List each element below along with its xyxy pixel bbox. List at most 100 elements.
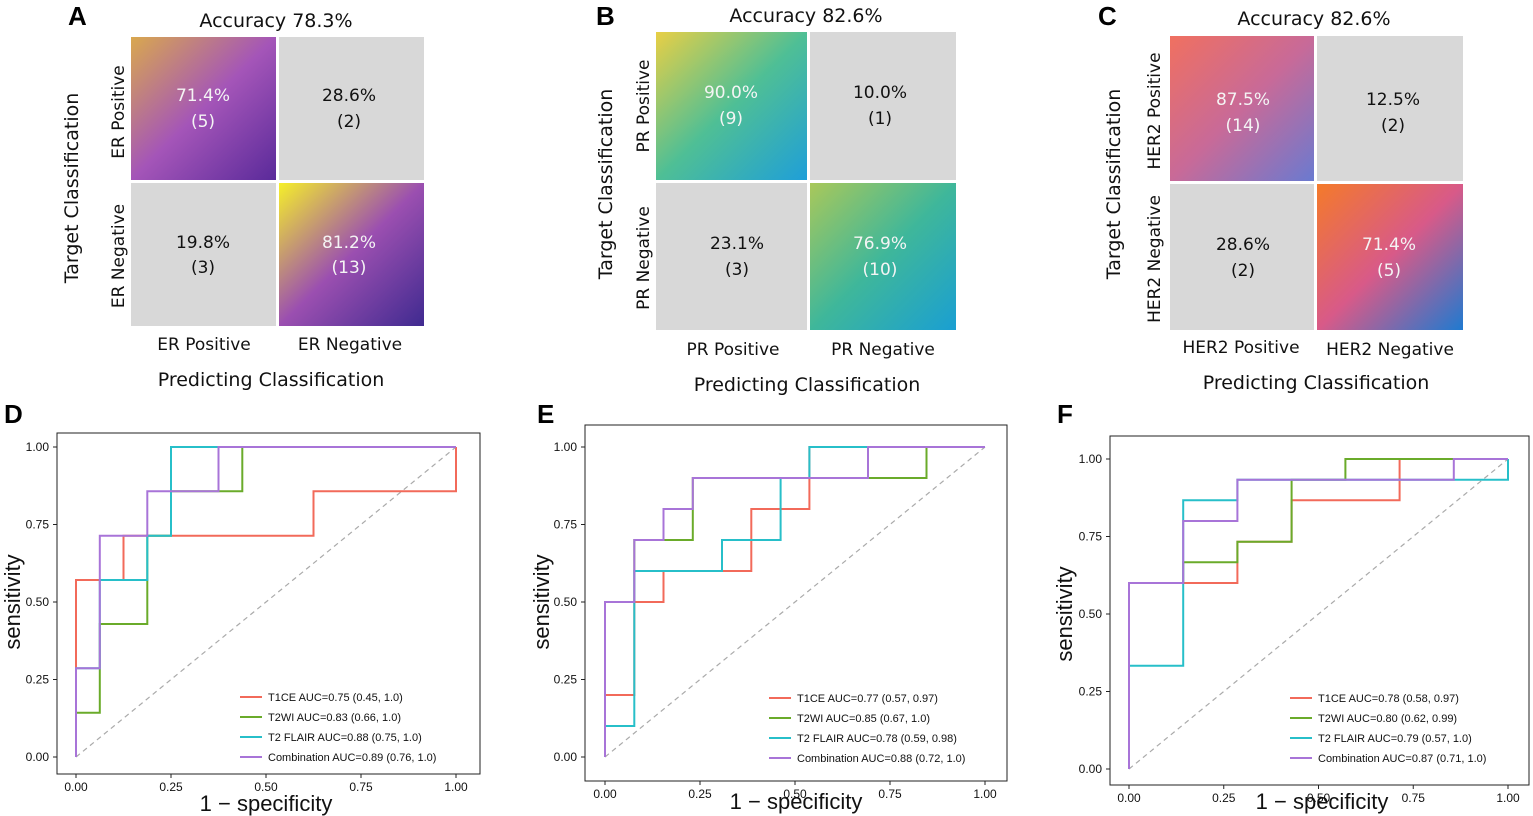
- roc-chart-e: 0.00 0.00 0.25 0.25 0.50 0.50 0.75 0.75 1.00 1.00…: [529, 424, 1008, 814]
- roc-e-chance-line: [604, 446, 986, 758]
- roc-e-xtick-label: 0.50: [783, 787, 807, 801]
- cm-a-cell-fp-count: (3): [191, 258, 215, 278]
- cm-c-title: Accuracy 82.6%: [1237, 8, 1390, 30]
- cm-b-cell-fp: [656, 183, 807, 330]
- cm-a-cell-fp-pct: 19.8%: [176, 233, 230, 253]
- roc-d-series-t1ce: [75, 447, 457, 757]
- cm-c-cell-tn-count: (5): [1377, 261, 1401, 281]
- roc-e-ytick-label: 1.00: [554, 440, 578, 454]
- cm-b-cell-fp-pct: 23.1%: [710, 234, 764, 254]
- cm-c-row-label-0: HER2 Positive: [1145, 52, 1165, 169]
- roc-f-frame: [1109, 435, 1530, 786]
- roc-e-xtick-label: 1.00: [973, 787, 997, 801]
- panel-label-d: D: [4, 399, 23, 429]
- cm-a-title: Accuracy 78.3%: [199, 10, 352, 32]
- roc-f-ytick-label: 0.25: [1079, 685, 1103, 699]
- roc-f-legend-label: T2WI AUC=0.80 (0.62, 0.99): [1318, 713, 1457, 725]
- roc-d-xtick-label: 0.25: [159, 780, 183, 794]
- cm-a-ylabel: Target Classification: [61, 93, 83, 285]
- cm-b-row-label-1: PR Negative: [634, 206, 654, 310]
- cm-a-col-label-0: ER Positive: [157, 335, 251, 355]
- cm-b-title: Accuracy 82.6%: [729, 5, 882, 27]
- cm-a-cell-tn-count: (13): [332, 258, 367, 278]
- roc-d-ytick-label: 1.00: [26, 440, 50, 454]
- cm-a-cell-tn-pct: 81.2%: [322, 233, 376, 253]
- roc-e-series-combination: [604, 446, 985, 757]
- panel-label-b: B: [596, 1, 615, 31]
- confusion-matrix-c: Accuracy 82.6% 87.5% (14) 12.5% (2) 28.6…: [1103, 8, 1463, 394]
- roc-d-frame: [56, 432, 481, 775]
- cm-a-cell-fn: [279, 37, 424, 180]
- cm-c-ylabel: Target Classification: [1103, 89, 1125, 281]
- roc-f-series-t2-flair: [1128, 459, 1509, 769]
- cm-b-cell-tp-pct: 90.0%: [704, 83, 758, 103]
- roc-d-ylabel: sensitivity: [0, 554, 25, 649]
- roc-f-xtick-label: 0.00: [1117, 791, 1141, 805]
- roc-e-ytick-label: 0.00: [554, 750, 578, 764]
- cm-b-cell-tn-count: (10): [863, 260, 898, 280]
- roc-d-ytick-label: 0.75: [26, 518, 50, 532]
- cm-b-ylabel: Target Classification: [595, 89, 617, 281]
- roc-f-ytick-label: 0.50: [1079, 607, 1103, 621]
- roc-f-xlabel: 1 − specificity: [1256, 789, 1389, 814]
- roc-d-xtick-label: 0.50: [254, 780, 278, 794]
- roc-d-legend-label: T2WI AUC=0.83 (0.66, 1.0): [268, 712, 401, 724]
- cm-c-cell-fp-count: (2): [1231, 261, 1255, 281]
- confusion-matrix-a: Accuracy 78.3% 71.4% (5) 28.6% (2) 19.8%…: [61, 10, 424, 391]
- roc-e-legend-label: T1CE AUC=0.77 (0.57, 0.97): [797, 693, 938, 705]
- roc-f-chance-line: [1128, 458, 1509, 770]
- roc-f-legend-label: T1CE AUC=0.78 (0.58, 0.97): [1318, 693, 1459, 705]
- cm-c-cell-fp-pct: 28.6%: [1216, 235, 1270, 255]
- cm-c-cell-tn: [1317, 184, 1463, 330]
- roc-d-xlabel: 1 − specificity: [200, 791, 333, 816]
- cm-a-cell-tp-pct: 71.4%: [176, 86, 230, 106]
- roc-f-legend-label: Combination AUC=0.87 (0.71, 1.0): [1318, 753, 1486, 765]
- cm-b-cell-fn-pct: 10.0%: [853, 83, 907, 103]
- roc-f-series-combination: [1128, 458, 1508, 769]
- panel-label-c: C: [1098, 1, 1117, 31]
- roc-f-xtick-label: 0.25: [1212, 791, 1236, 805]
- roc-d-legend-label: T1CE AUC=0.75 (0.45, 1.0): [268, 692, 403, 704]
- roc-e-ytick-label: 0.25: [554, 673, 578, 687]
- cm-a-cell-fp: [131, 183, 276, 326]
- cm-c-col-label-0: HER2 Positive: [1182, 338, 1299, 358]
- cm-b-cell-fn: [810, 32, 956, 180]
- roc-d-ytick-label: 0.50: [26, 595, 50, 609]
- cm-a-cell-tp: [131, 37, 276, 180]
- cm-a-cell-fn-pct: 28.6%: [322, 86, 376, 106]
- cm-a-xlabel: Predicting Classification: [158, 369, 385, 391]
- roc-f-ytick-label: 0.00: [1079, 762, 1103, 776]
- roc-e-ylabel: sensitivity: [529, 554, 554, 649]
- roc-e-series-t2-flair: [604, 446, 985, 757]
- roc-d-xtick-label: 0.75: [349, 780, 373, 794]
- roc-d-xtick-label: 0.00: [64, 780, 88, 794]
- roc-e-legend-label: T2WI AUC=0.85 (0.67, 1.0): [797, 713, 930, 725]
- cm-b-xlabel: Predicting Classification: [694, 374, 921, 396]
- roc-chart-d: 0.00 0.00 0.25 0.25 0.50 0.50 0.75 0.75 1.00 1.00…: [0, 432, 481, 816]
- cm-c-xlabel: Predicting Classification: [1203, 372, 1430, 394]
- roc-d-chance-line: [75, 446, 457, 758]
- roc-e-legend-label: T2 FLAIR AUC=0.78 (0.59, 0.98): [797, 733, 957, 745]
- cm-b-cell-fp-count: (3): [725, 260, 749, 280]
- roc-f-legend-label: T2 FLAIR AUC=0.79 (0.57, 1.0): [1318, 733, 1472, 745]
- cm-c-cell-fn-count: (2): [1381, 116, 1405, 136]
- cm-b-row-label-0: PR Positive: [634, 59, 654, 152]
- roc-chart-f: 0.00 0.00 0.25 0.25 0.50 0.50 0.75 0.75 1.00 1.00…: [1052, 435, 1530, 814]
- roc-d-xtick-label: 1.00: [444, 780, 468, 794]
- roc-f-ylabel: sensitivity: [1052, 566, 1077, 661]
- cm-c-cell-tp: [1170, 36, 1314, 181]
- cm-c-row-label-1: HER2 Negative: [1145, 195, 1165, 323]
- cm-c-cell-tn-pct: 71.4%: [1362, 235, 1416, 255]
- roc-d-legend-label: T2 FLAIR AUC=0.88 (0.75, 1.0): [268, 732, 422, 744]
- cm-a-row-label-1: ER Negative: [109, 204, 129, 308]
- roc-e-xtick-label: 0.25: [688, 787, 712, 801]
- roc-f-xtick-label: 0.50: [1307, 791, 1331, 805]
- cm-a-cell-tp-count: (5): [191, 112, 215, 132]
- cm-c-cell-tp-pct: 87.5%: [1216, 90, 1270, 110]
- cm-c-col-label-1: HER2 Negative: [1326, 340, 1454, 360]
- cm-a-col-label-1: ER Negative: [298, 335, 402, 355]
- roc-f-ytick-label: 0.75: [1079, 530, 1103, 544]
- panel-label-f: F: [1057, 399, 1073, 429]
- roc-f-ytick-label: 1.00: [1079, 452, 1103, 466]
- roc-d-legend-label: Combination AUC=0.89 (0.76, 1.0): [268, 752, 436, 764]
